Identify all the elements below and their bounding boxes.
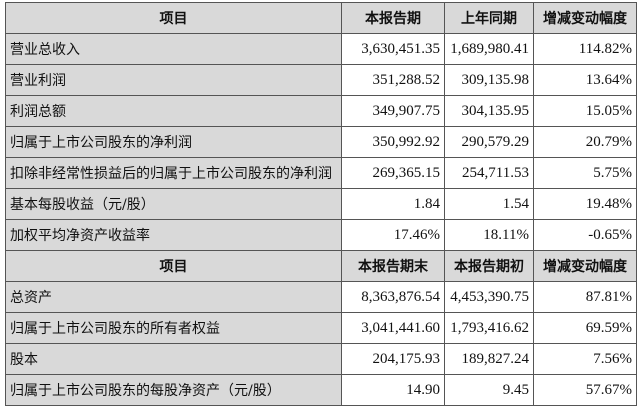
table-row: 加权平均净资产收益率 17.46% 18.11% -0.65% [5, 219, 637, 251]
column-header: 项目 [5, 250, 342, 282]
row-label: 总资产 [5, 281, 342, 313]
value-cell: 349,907.75 [341, 95, 445, 127]
table-row: 归属于上市公司股东的净利润 350,992.92 290,579.29 20.79% [5, 126, 637, 158]
column-header: 项目 [5, 2, 342, 34]
value-cell: 57.67% [533, 374, 637, 406]
value-cell: 3,630,451.35 [341, 33, 445, 65]
value-cell: 4,453,390.75 [444, 281, 534, 313]
value-cell: 15.05% [533, 95, 637, 127]
value-cell: -0.65% [533, 219, 637, 251]
value-cell: 18.11% [444, 219, 534, 251]
value-cell: 19.48% [533, 188, 637, 220]
value-cell: 3,041,441.60 [341, 312, 445, 344]
value-cell: 309,135.98 [444, 64, 534, 96]
financial-summary-table: 项目 本报告期 上年同期 增减变动幅度 营业总收入 3,630,451.35 1,689,9… [5, 2, 637, 406]
row-label: 营业总收入 [5, 33, 342, 65]
table-row: 归属于上市公司股东的每股净资产（元/股） 14.90 9.45 57.67% [5, 374, 637, 406]
column-header: 本报告期 [341, 2, 445, 34]
row-label: 加权平均净资产收益率 [5, 219, 342, 251]
value-cell: 1.54 [444, 188, 534, 220]
value-cell: 69.59% [533, 312, 637, 344]
value-cell: 290,579.29 [444, 126, 534, 158]
value-cell: 14.90 [341, 374, 445, 406]
value-cell: 269,365.15 [341, 157, 445, 189]
value-cell: 114.82% [533, 33, 637, 65]
row-label: 归属于上市公司股东的净利润 [5, 126, 342, 158]
value-cell: 87.81% [533, 281, 637, 313]
value-cell: 20.79% [533, 126, 637, 158]
value-cell: 350,992.92 [341, 126, 445, 158]
column-header: 本报告期末 [341, 250, 445, 282]
value-cell: 13.64% [533, 64, 637, 96]
value-cell: 304,135.95 [444, 95, 534, 127]
table-row: 扣除非经常性损益后的归属于上市公司股东的净利润 269,365.15 254,711… [5, 157, 637, 189]
value-cell: 9.45 [444, 374, 534, 406]
table-header-row: 项目 本报告期 上年同期 增减变动幅度 [5, 2, 637, 34]
table-row: 利润总额 349,907.75 304,135.95 15.05% [5, 95, 637, 127]
value-cell: 254,711.53 [444, 157, 534, 189]
table-row: 营业利润 351,288.52 309,135.98 13.64% [5, 64, 637, 96]
column-header: 增减变动幅度 [533, 2, 637, 34]
value-cell: 1.84 [341, 188, 445, 220]
value-cell: 189,827.24 [444, 343, 534, 375]
column-header: 上年同期 [444, 2, 534, 34]
table-row: 营业总收入 3,630,451.35 1,689,980.41 114.82% [5, 33, 637, 65]
row-label: 归属于上市公司股东的每股净资产（元/股） [5, 374, 342, 406]
value-cell: 17.46% [341, 219, 445, 251]
table-header-row: 项目 本报告期末 本报告期初 增减变动幅度 [5, 250, 637, 282]
row-label: 基本每股收益（元/股） [5, 188, 342, 220]
column-header: 增减变动幅度 [533, 250, 637, 282]
value-cell: 5.75% [533, 157, 637, 189]
column-header: 本报告期初 [444, 250, 534, 282]
value-cell: 8,363,876.54 [341, 281, 445, 313]
row-label: 股本 [5, 343, 342, 375]
value-cell: 1,689,980.41 [444, 33, 534, 65]
value-cell: 204,175.93 [341, 343, 445, 375]
table-row: 股本 204,175.93 189,827.24 7.56% [5, 343, 637, 375]
value-cell: 7.56% [533, 343, 637, 375]
value-cell: 1,793,416.62 [444, 312, 534, 344]
table-row: 基本每股收益（元/股） 1.84 1.54 19.48% [5, 188, 637, 220]
row-label: 归属于上市公司股东的所有者权益 [5, 312, 342, 344]
table-row: 归属于上市公司股东的所有者权益 3,041,441.60 1,793,416.62 6… [5, 312, 637, 344]
table-row: 总资产 8,363,876.54 4,453,390.75 87.81% [5, 281, 637, 313]
row-label: 营业利润 [5, 64, 342, 96]
row-label: 利润总额 [5, 95, 342, 127]
value-cell: 351,288.52 [341, 64, 445, 96]
row-label: 扣除非经常性损益后的归属于上市公司股东的净利润 [5, 157, 342, 189]
